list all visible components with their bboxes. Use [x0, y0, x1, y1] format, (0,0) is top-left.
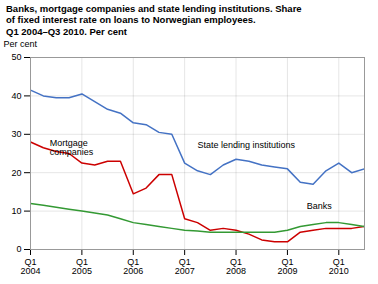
- svg-text:Q12010: Q12010: [329, 257, 349, 276]
- svg-text:Q12006: Q12006: [123, 257, 143, 276]
- html-text:Banks, mortgage companies and: Banks, mortgage companies and state lend…: [6, 3, 302, 37]
- svg-text:10: 10: [11, 206, 21, 216]
- svg-text:20: 20: [11, 168, 21, 178]
- svg-text:Banks: Banks: [307, 201, 333, 211]
- svg-text:40: 40: [11, 91, 21, 101]
- svg-text:Q12008: Q12008: [226, 257, 246, 276]
- svg-text:State lending institutions: State lending institutions: [198, 140, 296, 150]
- svg-text:0: 0: [16, 245, 21, 255]
- svg-text:Per cent: Per cent: [4, 39, 38, 49]
- svg-text:50: 50: [11, 53, 21, 63]
- svg-text:Q12004: Q12004: [20, 257, 40, 276]
- svg-text:Q12007: Q12007: [175, 257, 195, 276]
- svg-text:Q12005: Q12005: [72, 257, 92, 276]
- svg-text:Mortgagecompanies: Mortgagecompanies: [50, 139, 94, 158]
- svg-text:30: 30: [11, 129, 21, 139]
- svg-text:Q12009: Q12009: [277, 257, 297, 276]
